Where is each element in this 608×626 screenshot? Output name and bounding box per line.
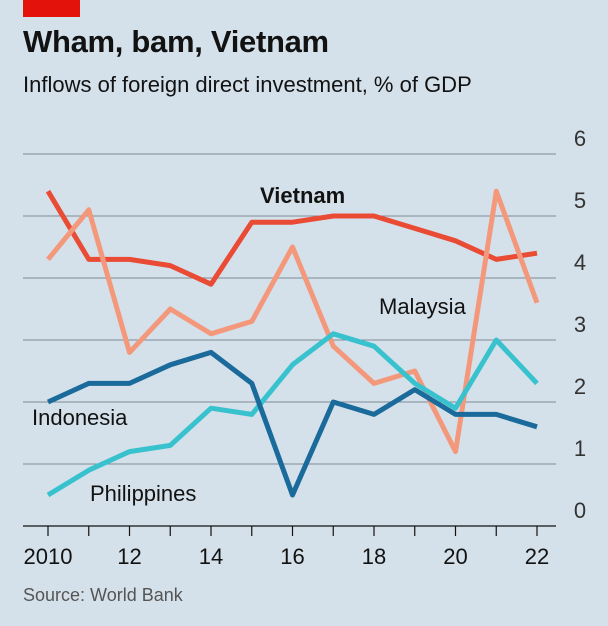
series-line-philippines xyxy=(46,331,539,498)
brand-tag xyxy=(23,0,80,17)
series-line-indonesia xyxy=(46,349,538,498)
x-tick-label: 20 xyxy=(443,544,467,569)
y-tick-label: 2 xyxy=(574,374,586,399)
x-tick-label: 2010 xyxy=(24,544,73,569)
y-tick-label: 0 xyxy=(574,498,586,523)
series-label-vietnam: Vietnam xyxy=(260,183,345,208)
series-label-indonesia: Indonesia xyxy=(32,405,128,430)
x-tick-label: 22 xyxy=(525,544,549,569)
x-tick-label: 18 xyxy=(362,544,386,569)
x-tick-label: 16 xyxy=(280,544,304,569)
y-tick-label: 3 xyxy=(574,312,586,337)
series-label-malaysia: Malaysia xyxy=(379,294,467,319)
series-labels: Vietnam Malaysia Philippines Indonesia xyxy=(32,183,467,506)
y-tick-label: 4 xyxy=(574,250,586,275)
y-tick-label: 1 xyxy=(574,436,586,461)
gridlines xyxy=(23,153,556,465)
series-line-malaysia xyxy=(46,188,540,455)
series-lines xyxy=(45,188,540,498)
y-tick-label: 6 xyxy=(574,126,586,151)
x-tick-label: 14 xyxy=(199,544,223,569)
chart-subtitle: Inflows of foreign direct investment, % … xyxy=(23,72,472,97)
x-tick-label: 12 xyxy=(117,544,141,569)
y-tick-label: 5 xyxy=(574,188,586,213)
series-label-philippines: Philippines xyxy=(90,481,196,506)
source-note: Source: World Bank xyxy=(23,585,183,605)
series-line-vietnam xyxy=(45,189,538,287)
chart-title: Wham, bam, Vietnam xyxy=(23,24,329,59)
